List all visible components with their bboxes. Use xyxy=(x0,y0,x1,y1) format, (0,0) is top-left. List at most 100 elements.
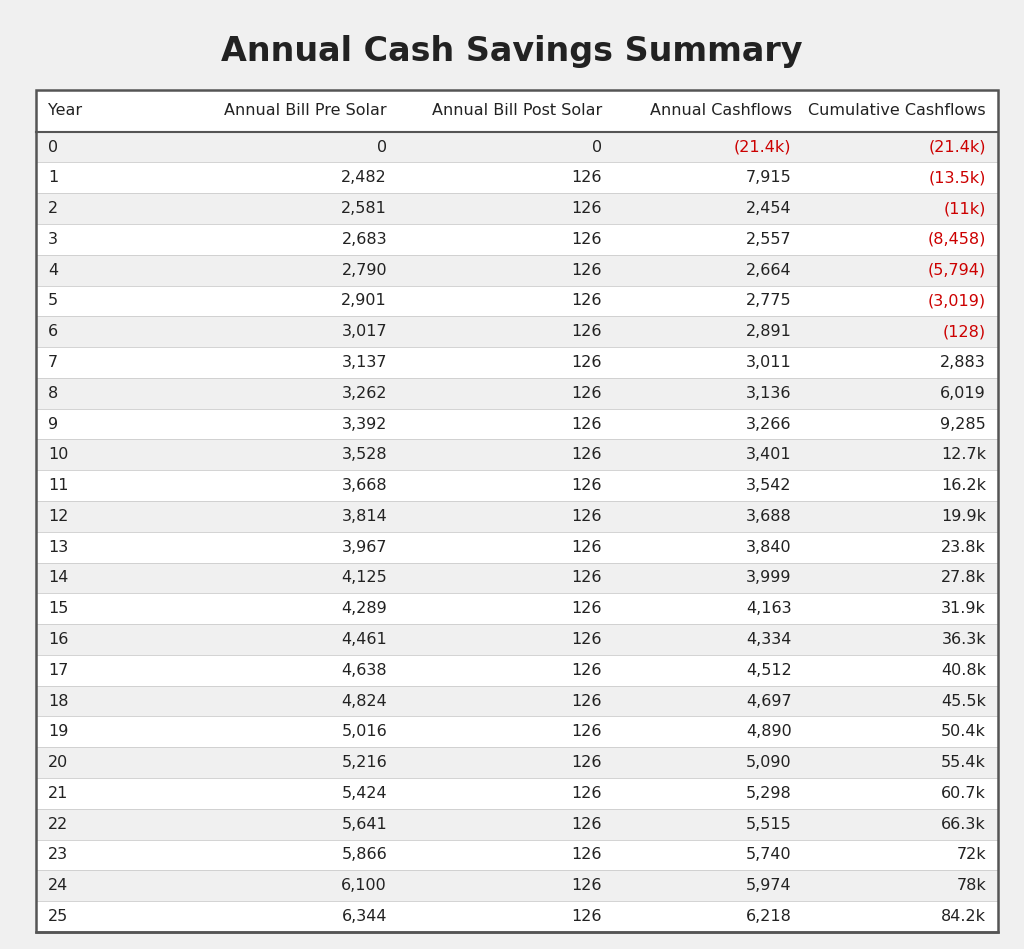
Text: 2,557: 2,557 xyxy=(745,232,792,247)
Text: 3,999: 3,999 xyxy=(746,570,792,586)
Text: 126: 126 xyxy=(571,263,602,278)
Text: 3,528: 3,528 xyxy=(341,447,387,462)
Text: 4,289: 4,289 xyxy=(341,602,387,616)
Text: 5,090: 5,090 xyxy=(745,755,792,771)
Text: 5,515: 5,515 xyxy=(745,817,792,831)
Text: (13.5k): (13.5k) xyxy=(929,171,986,185)
Text: 25: 25 xyxy=(48,909,69,924)
Text: 7,915: 7,915 xyxy=(745,171,792,185)
Text: 22: 22 xyxy=(48,817,69,831)
Text: 126: 126 xyxy=(571,909,602,924)
Text: 3,814: 3,814 xyxy=(341,509,387,524)
Text: 5,424: 5,424 xyxy=(341,786,387,801)
Text: 2,891: 2,891 xyxy=(745,325,792,339)
Text: 4,512: 4,512 xyxy=(745,662,792,678)
Text: 55.4k: 55.4k xyxy=(941,755,986,771)
Text: (3,019): (3,019) xyxy=(928,293,986,308)
Text: 3,011: 3,011 xyxy=(745,355,792,370)
Text: 2,775: 2,775 xyxy=(745,293,792,308)
Text: 4,890: 4,890 xyxy=(745,724,792,739)
Text: 5,641: 5,641 xyxy=(341,817,387,831)
Text: 5,216: 5,216 xyxy=(341,755,387,771)
Text: 6,019: 6,019 xyxy=(940,386,986,400)
Text: 4,638: 4,638 xyxy=(341,662,387,678)
Text: 126: 126 xyxy=(571,355,602,370)
Text: 3,840: 3,840 xyxy=(745,540,792,555)
Text: 3,137: 3,137 xyxy=(342,355,387,370)
Text: 2,683: 2,683 xyxy=(341,232,387,247)
Text: 126: 126 xyxy=(571,570,602,586)
Text: 4: 4 xyxy=(48,263,58,278)
Text: 126: 126 xyxy=(571,817,602,831)
Text: 6,100: 6,100 xyxy=(341,878,387,893)
Text: 3,688: 3,688 xyxy=(745,509,792,524)
Text: 6,344: 6,344 xyxy=(342,909,387,924)
Text: 126: 126 xyxy=(571,232,602,247)
Text: 5,016: 5,016 xyxy=(341,724,387,739)
Text: 4,334: 4,334 xyxy=(746,632,792,647)
Text: 4,125: 4,125 xyxy=(341,570,387,586)
Text: (5,794): (5,794) xyxy=(928,263,986,278)
Text: 3,262: 3,262 xyxy=(342,386,387,400)
Text: 4,461: 4,461 xyxy=(341,632,387,647)
Text: 126: 126 xyxy=(571,632,602,647)
Text: 3: 3 xyxy=(48,232,58,247)
Text: 126: 126 xyxy=(571,201,602,216)
Text: (11k): (11k) xyxy=(944,201,986,216)
Text: 9,285: 9,285 xyxy=(940,417,986,432)
Text: 0: 0 xyxy=(48,140,58,155)
Text: 27.8k: 27.8k xyxy=(941,570,986,586)
Text: 126: 126 xyxy=(571,602,602,616)
Text: 11: 11 xyxy=(48,478,69,493)
Text: 72k: 72k xyxy=(956,847,986,863)
Text: 4,163: 4,163 xyxy=(745,602,792,616)
Text: Annual Bill Post Solar: Annual Bill Post Solar xyxy=(432,103,602,119)
Text: (8,458): (8,458) xyxy=(928,232,986,247)
Text: 126: 126 xyxy=(571,755,602,771)
Text: Annual Cashflows: Annual Cashflows xyxy=(649,103,792,119)
Text: 126: 126 xyxy=(571,878,602,893)
Text: 2,901: 2,901 xyxy=(341,293,387,308)
Text: 126: 126 xyxy=(571,786,602,801)
Text: 5,740: 5,740 xyxy=(745,847,792,863)
Text: 6: 6 xyxy=(48,325,58,339)
Text: 45.5k: 45.5k xyxy=(941,694,986,709)
Text: 5,298: 5,298 xyxy=(745,786,792,801)
Text: Annual Bill Pre Solar: Annual Bill Pre Solar xyxy=(224,103,387,119)
Text: 126: 126 xyxy=(571,847,602,863)
Text: 5,866: 5,866 xyxy=(341,847,387,863)
Text: 4,824: 4,824 xyxy=(341,694,387,709)
Text: 16.2k: 16.2k xyxy=(941,478,986,493)
Text: 3,401: 3,401 xyxy=(745,447,792,462)
Text: 16: 16 xyxy=(48,632,69,647)
Text: 24: 24 xyxy=(48,878,69,893)
Text: 60.7k: 60.7k xyxy=(941,786,986,801)
Text: 50.4k: 50.4k xyxy=(941,724,986,739)
Text: 2,883: 2,883 xyxy=(940,355,986,370)
Text: 2,790: 2,790 xyxy=(341,263,387,278)
Text: 0: 0 xyxy=(377,140,387,155)
Text: 2,454: 2,454 xyxy=(745,201,792,216)
Text: 8: 8 xyxy=(48,386,58,400)
Text: 21: 21 xyxy=(48,786,69,801)
Text: 12: 12 xyxy=(48,509,69,524)
Text: 19: 19 xyxy=(48,724,69,739)
Text: (128): (128) xyxy=(943,325,986,339)
Text: 126: 126 xyxy=(571,694,602,709)
Text: 66.3k: 66.3k xyxy=(941,817,986,831)
Text: 126: 126 xyxy=(571,724,602,739)
Text: 126: 126 xyxy=(571,662,602,678)
Text: 126: 126 xyxy=(571,171,602,185)
Text: 1: 1 xyxy=(48,171,58,185)
Text: 3,136: 3,136 xyxy=(746,386,792,400)
Text: 20: 20 xyxy=(48,755,69,771)
Text: 2,482: 2,482 xyxy=(341,171,387,185)
Text: 126: 126 xyxy=(571,386,602,400)
Text: 18: 18 xyxy=(48,694,69,709)
Text: 15: 15 xyxy=(48,602,69,616)
Text: 3,668: 3,668 xyxy=(341,478,387,493)
Text: 126: 126 xyxy=(571,293,602,308)
Text: 2,664: 2,664 xyxy=(745,263,792,278)
Text: 126: 126 xyxy=(571,417,602,432)
Text: 126: 126 xyxy=(571,325,602,339)
